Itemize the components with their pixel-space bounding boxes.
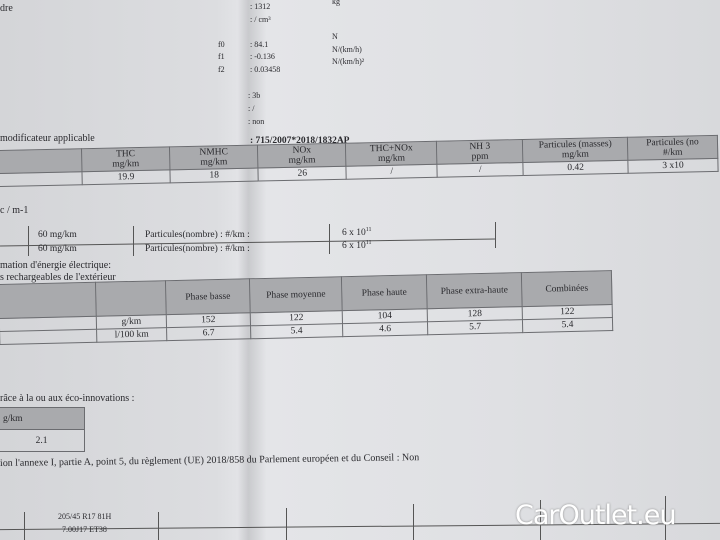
value-thc: 19.9: [81, 169, 171, 185]
value-nh3: /: [437, 162, 524, 178]
regulation-value: : 715/2007*2018/1832AP: [250, 136, 350, 146]
watermark-logo: CarOutlet.eu: [515, 500, 676, 531]
mass-value: : 1312: [250, 2, 271, 11]
value-pm-number: 3 x10: [627, 158, 719, 174]
table-cell: [0, 171, 83, 187]
f0-label: f0: [218, 40, 225, 49]
table-rule: [495, 222, 496, 248]
header-thc-nox: THC+NOx mg/km: [345, 141, 438, 167]
header-phase-low: Phase basse: [165, 278, 251, 315]
f2-unit: N/(km/h)²: [332, 57, 365, 66]
limit-value: 60 mg/km: [38, 230, 77, 240]
limit-label: Particules(nombre) : #/km :: [145, 230, 250, 240]
tyre-size: 205/45 R17 81H: [58, 512, 112, 521]
rim-size: 7.00J17 ET38: [62, 525, 107, 534]
header-phase-medium: Phase moyenne: [249, 276, 343, 313]
table-rule: [158, 512, 159, 540]
f1-value: : -0.136: [250, 52, 275, 61]
header-nox: NOx mg/km: [257, 143, 347, 169]
table-cell: 5.4: [250, 323, 343, 339]
header-phase-high: Phase haute: [341, 274, 428, 311]
f1-unit: N/(km/h): [332, 45, 362, 54]
value-3b: : 3b: [248, 91, 261, 100]
table-cell: [0, 282, 97, 319]
table-cell: 5.4: [522, 317, 613, 333]
table-rule: [286, 508, 287, 540]
value-non: : non: [248, 117, 265, 126]
table-rule: [24, 512, 25, 540]
unit: l/100 km: [96, 327, 167, 343]
table-cell: 6.7: [166, 325, 251, 341]
table-row: 2.1: [0, 429, 85, 452]
table-cell: 4.6: [342, 321, 428, 337]
value-thc-nox: /: [346, 164, 438, 180]
limit-pn: 6 x 1011: [342, 240, 372, 252]
header-thc: THC mg/km: [81, 146, 170, 172]
header-pm-mass: Particules (masses) mg/km: [522, 137, 628, 163]
table-cell: [0, 148, 82, 174]
header-phase-extra-high: Phase extra-haute: [426, 272, 523, 309]
f1-label: f1: [218, 52, 225, 61]
header-pm-number: Particules (no #/km: [627, 135, 718, 161]
limit-value: 60 mg/km: [38, 244, 77, 254]
mass-unit: kg: [332, 0, 340, 6]
cm3-value: : / cm³: [250, 15, 271, 24]
table-cell: 5.7: [427, 319, 523, 335]
header-combined: Combinées: [521, 270, 613, 307]
table-cell: 2.1: [0, 429, 85, 452]
table-cell: [95, 280, 167, 317]
energy-subheading: s rechargeables de l'extérieur: [0, 272, 116, 283]
f0-value: : 84.1: [250, 40, 269, 49]
value-nmhc: 18: [169, 168, 259, 183]
table-rule: [329, 224, 330, 254]
text-fragment: dre: [0, 3, 13, 14]
table-row: g/km: [0, 407, 85, 430]
smoke-unit: c / m-1: [0, 205, 29, 216]
header-nmhc: NMHC mg/km: [169, 145, 259, 170]
table-rule: [28, 226, 29, 256]
f0-unit: N: [332, 32, 338, 41]
f2-value: : 0.03458: [250, 65, 281, 74]
value-pm-mass: 0.42: [523, 160, 629, 176]
header-nh3: NH 3 ppm: [436, 139, 524, 165]
value-nox: 26: [258, 166, 347, 182]
f2-label: f2: [218, 65, 225, 74]
eco-innovation-label: râce à la ou aux éco-innovations :: [0, 393, 135, 404]
eco-innovation-table: g/km 2.1: [0, 407, 85, 452]
table-cell: g/km: [0, 407, 85, 430]
energy-heading: mation d'énergie électrique:: [0, 260, 112, 271]
value-slash: : /: [248, 104, 255, 113]
table-rule: [540, 500, 541, 540]
table-rule: [133, 226, 134, 256]
limit-pn: 6 x 1011: [342, 227, 372, 239]
limit-label: Particules(nombre) : #/km :: [145, 244, 250, 254]
table-rule: [413, 504, 414, 540]
table-rule: [665, 496, 666, 540]
table-cell: [0, 329, 97, 345]
regulation-label: modificateur applicable: [0, 133, 95, 144]
